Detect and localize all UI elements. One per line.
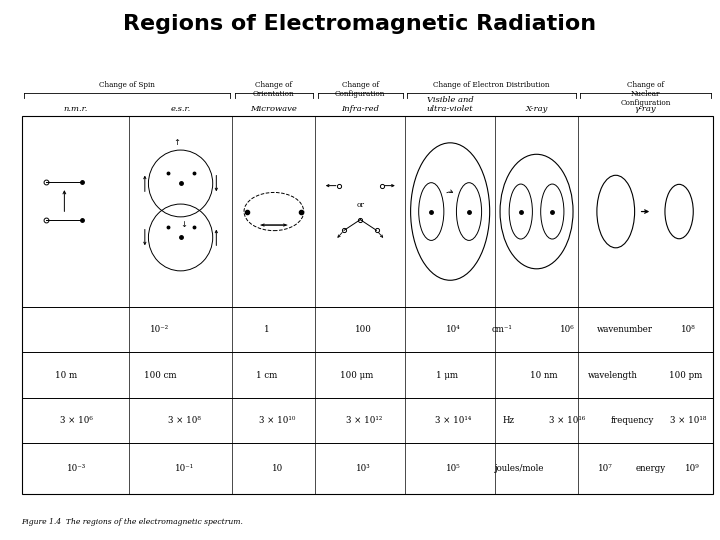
Text: 100: 100: [355, 325, 372, 334]
Text: 10 nm: 10 nm: [530, 370, 557, 380]
Text: 10⁶: 10⁶: [560, 325, 575, 334]
Text: 10⁻¹: 10⁻¹: [174, 464, 194, 473]
Text: 3 × 10¹⁸: 3 × 10¹⁸: [670, 416, 707, 425]
Text: Figure 1.4  The regions of the electromagnetic spectrum.: Figure 1.4 The regions of the electromag…: [22, 518, 243, 526]
Text: 3 × 10⁶: 3 × 10⁶: [60, 416, 94, 425]
Text: 3 × 10¹⁶: 3 × 10¹⁶: [549, 416, 586, 425]
Text: 10³: 10³: [356, 464, 371, 473]
Text: ↑: ↑: [174, 138, 181, 147]
Text: 10⁹: 10⁹: [685, 464, 699, 473]
Text: 1: 1: [264, 325, 270, 334]
Text: 100 pm: 100 pm: [669, 370, 702, 380]
Text: 1 cm: 1 cm: [256, 370, 278, 380]
Text: Change of
Configuration: Change of Configuration: [335, 81, 385, 98]
Text: 100 cm: 100 cm: [143, 370, 176, 380]
Text: 10: 10: [271, 464, 283, 473]
Text: 10⁻²: 10⁻²: [150, 325, 169, 334]
Text: 10⁷: 10⁷: [598, 464, 613, 473]
Text: 1 μm: 1 μm: [436, 370, 458, 380]
Text: joules/mole: joules/mole: [495, 464, 544, 473]
Text: wavelength: wavelength: [588, 370, 637, 380]
Text: 10⁴: 10⁴: [446, 325, 461, 334]
Text: Visible and
ultra-violet: Visible and ultra-violet: [427, 96, 474, 113]
Text: Regions of Electromagnetic Radiation: Regions of Electromagnetic Radiation: [123, 14, 597, 33]
Text: 10⁸: 10⁸: [681, 325, 696, 334]
Text: Change of Electron Distribution: Change of Electron Distribution: [433, 81, 550, 89]
Text: 100 μm: 100 μm: [341, 370, 374, 380]
Text: Change of
Orientation: Change of Orientation: [253, 81, 294, 98]
Text: wavenumber: wavenumber: [597, 325, 653, 334]
Text: 3 × 10¹²: 3 × 10¹²: [346, 416, 382, 425]
Bar: [22, 116, 713, 494]
Text: cm⁻¹: cm⁻¹: [492, 325, 513, 334]
Text: 10⁻³: 10⁻³: [67, 464, 86, 473]
Text: energy: energy: [636, 464, 666, 473]
Text: Change of Spin: Change of Spin: [99, 81, 155, 89]
Text: frequency: frequency: [611, 416, 654, 425]
Text: Hz: Hz: [503, 416, 515, 425]
Text: or: or: [356, 201, 364, 209]
Text: Change of
Nuclear
Configuration: Change of Nuclear Configuration: [620, 81, 670, 107]
Text: 10 m: 10 m: [55, 370, 78, 380]
Text: 3 × 10¹⁴: 3 × 10¹⁴: [436, 416, 472, 425]
Text: γ-ray: γ-ray: [634, 105, 656, 113]
Text: Microwave: Microwave: [251, 105, 297, 113]
Text: n.m.r.: n.m.r.: [63, 105, 87, 113]
Text: 10⁵: 10⁵: [446, 464, 461, 473]
Text: X-ray: X-ray: [526, 105, 548, 113]
Text: Infra-red: Infra-red: [341, 105, 379, 113]
Text: e.s.r.: e.s.r.: [171, 105, 191, 113]
Text: 3 × 10¹⁰: 3 × 10¹⁰: [259, 416, 295, 425]
Text: 3 × 10⁸: 3 × 10⁸: [168, 416, 200, 425]
Text: ↓: ↓: [181, 220, 188, 228]
